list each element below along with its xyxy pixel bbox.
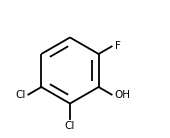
Text: Cl: Cl [16, 90, 26, 99]
Text: Cl: Cl [65, 121, 75, 131]
Text: F: F [115, 41, 121, 51]
Text: OH: OH [115, 90, 131, 99]
